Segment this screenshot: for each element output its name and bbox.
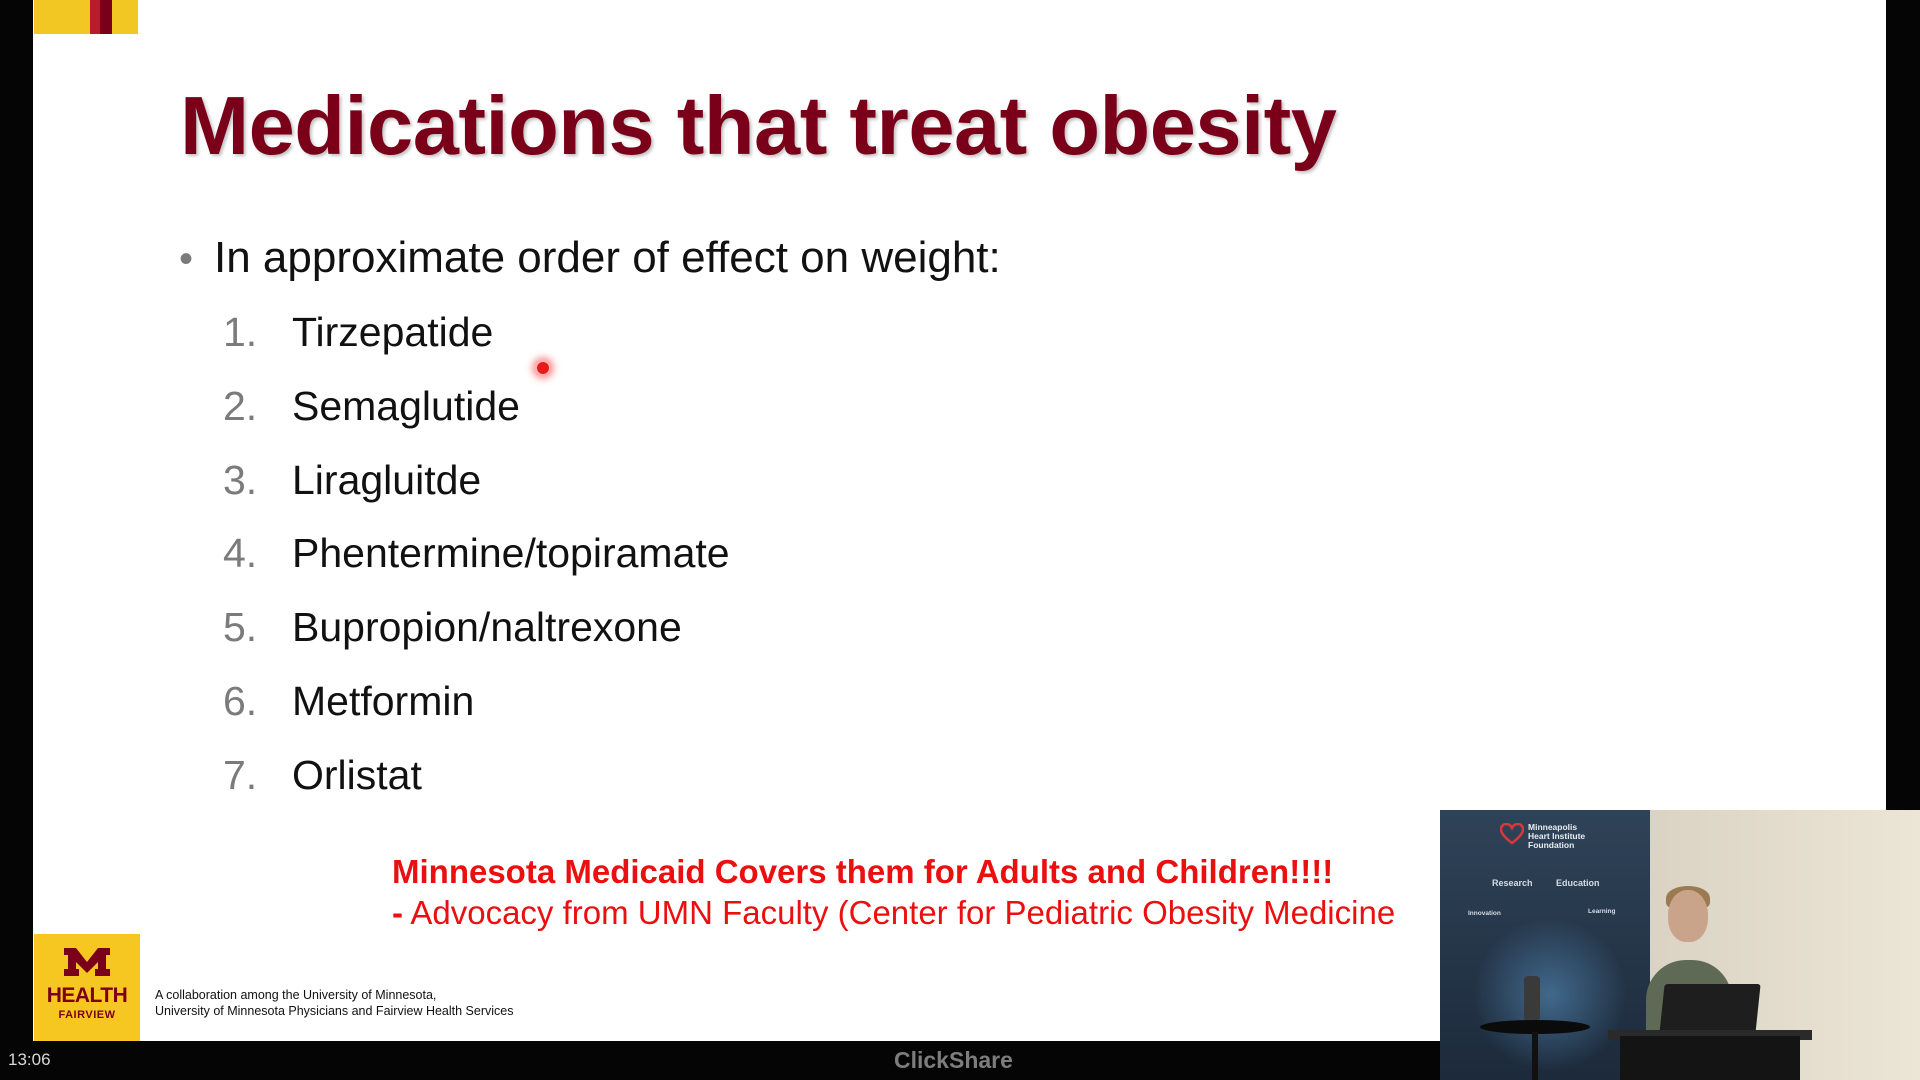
list-number: 2.	[223, 382, 258, 429]
side-table	[1480, 1020, 1590, 1034]
bullet-text: In approximate order of effect on weight…	[214, 233, 1001, 282]
list-item: 4. Phentermine/topiramate	[223, 530, 730, 604]
list-item: 2. Semaglutide	[223, 383, 730, 457]
slide: Medications that treat obesity • In appro…	[33, 0, 1886, 1041]
medicaid-note: Minnesota Medicaid Covers them for Adult…	[392, 853, 1334, 890]
list-number: 7.	[223, 751, 258, 798]
medication-name: Phentermine/topiramate	[292, 530, 730, 577]
list-number: 1.	[223, 309, 258, 355]
banner-education-label: Education	[1556, 878, 1600, 888]
podium-top	[1608, 1030, 1812, 1040]
advocacy-text: Advocacy from UMN Faculty (Center for Pe…	[410, 894, 1396, 931]
status-bar	[0, 1042, 1440, 1080]
medication-name: Metformin	[292, 677, 475, 724]
list-number: 5.	[223, 604, 258, 651]
speaker-video-feed: Minneapolis Heart Institute Foundation R…	[1440, 810, 1920, 1080]
medication-name: Tirzepatide	[292, 309, 494, 355]
m-health-fairview-logo: HEALTH FAIRVIEW	[34, 934, 140, 1041]
side-table-stem	[1532, 1032, 1538, 1080]
corner-stripe	[100, 0, 112, 34]
water-bottle	[1524, 976, 1540, 1020]
heart-icon	[1500, 823, 1524, 845]
banner-innovation-label: Innovation	[1468, 910, 1501, 917]
note-dash: -	[392, 894, 403, 931]
list-item: 3. Liragluitde	[223, 457, 730, 531]
bullet-item: • In approximate order of effect on weigh…	[179, 233, 1001, 283]
laser-pointer-dot	[535, 360, 551, 376]
list-item: 6. Metformin	[223, 678, 730, 752]
footer-collaboration-text: A collaboration among the University of …	[155, 987, 513, 1019]
bullet-icon: •	[179, 237, 194, 281]
logo-fairview-text: FAIRVIEW	[58, 1009, 116, 1021]
medication-list: 1. Tirzepatide 2. Semaglutide 3. Liragluitd…	[223, 309, 730, 826]
footer-line: University of Minnesota Physicians and F…	[155, 1004, 514, 1018]
corner-brand-mark	[34, 0, 138, 34]
banner-research-label: Research	[1492, 878, 1533, 888]
medication-name: Liragluitde	[292, 456, 482, 503]
list-item: 1. Tirzepatide	[223, 309, 730, 383]
list-item: 7. Orlistat	[223, 752, 730, 826]
laptop	[1659, 984, 1761, 1034]
list-number: 4.	[223, 530, 258, 577]
list-number: 6.	[223, 677, 258, 724]
speaker-head	[1668, 890, 1708, 942]
slide-title: Medications that treat obesity	[180, 79, 1337, 172]
list-item: 5. Bupropion/naltrexone	[223, 604, 730, 678]
list-number: 3.	[223, 456, 258, 503]
medication-name: Bupropion/naltrexone	[292, 604, 682, 651]
block-m-icon	[64, 948, 110, 976]
clickshare-watermark: ClickShare	[894, 1047, 1013, 1073]
corner-stripe	[90, 0, 100, 34]
banner-learning-label: Learning	[1588, 908, 1616, 915]
logo-health-text: HEALTH	[46, 984, 128, 1007]
clock: 13:06	[8, 1050, 51, 1069]
medication-name: Semaglutide	[292, 382, 520, 429]
banner-heart-graphic	[1470, 920, 1630, 1070]
advocacy-note: - Advocacy from UMN Faculty (Center for …	[392, 894, 1395, 932]
foundation-name: Minneapolis Heart Institute Foundation	[1528, 822, 1586, 850]
medication-name: Orlistat	[292, 751, 422, 798]
footer-line: A collaboration among the University of …	[155, 988, 437, 1002]
podium	[1620, 1036, 1800, 1080]
